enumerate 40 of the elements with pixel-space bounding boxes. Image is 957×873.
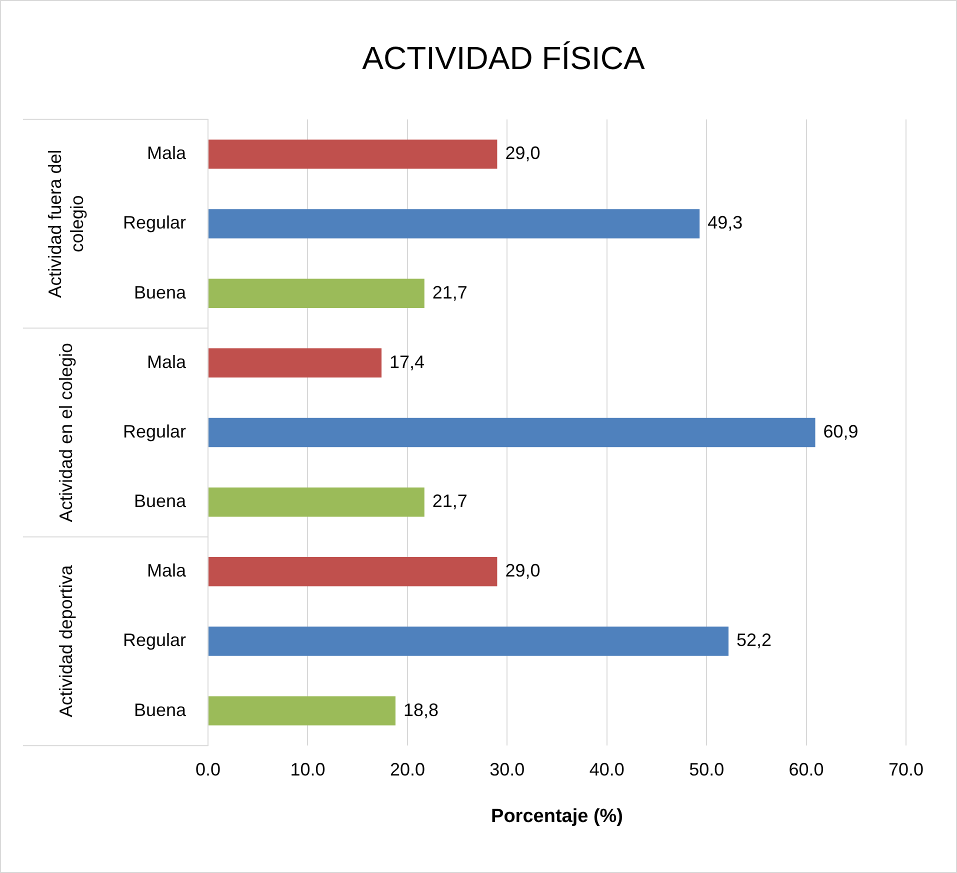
y-tick-label: Regular — [122, 630, 186, 650]
data-label: 29,0 — [505, 560, 540, 581]
text: Actividad fuera del colegio — [44, 150, 87, 298]
x-tick-label: 40.0 — [589, 759, 624, 780]
x-axis-title: Porcentaje (%) — [491, 806, 624, 827]
chart-title: ACTIVIDAD FÍSICA — [362, 40, 646, 76]
bar — [208, 696, 396, 726]
bar — [208, 626, 729, 656]
bar — [208, 209, 700, 238]
bar — [208, 487, 424, 517]
y-tick-label: Buena — [134, 491, 188, 512]
y-tick-label: Buena — [134, 700, 188, 720]
data-label: 21,7 — [432, 491, 468, 512]
y-tick-label: Regular — [122, 212, 186, 233]
data-label: 60,9 — [823, 421, 858, 442]
x-tick-label: 60.0 — [788, 759, 824, 780]
x-tick-label: 70.0 — [888, 759, 924, 780]
data-label: 49,3 — [708, 212, 743, 233]
x-tick-label: 10.0 — [290, 759, 326, 780]
data-label: 21,7 — [432, 282, 468, 302]
y-tick-label: Buena — [134, 282, 188, 302]
data-label: 29,0 — [505, 143, 540, 164]
bar — [208, 557, 498, 586]
x-tick-label: 0.0 — [196, 759, 221, 780]
bar — [208, 418, 816, 448]
y-tick-label: Mala — [147, 143, 188, 164]
data-label: 52,2 — [736, 630, 772, 650]
data-label: 17,4 — [390, 352, 425, 372]
y-tick-label: Mala — [147, 560, 188, 581]
x-tick-label: 50.0 — [689, 759, 724, 780]
text: Actividad en el colegio — [56, 342, 76, 522]
bar — [208, 140, 498, 169]
data-label: 18,8 — [403, 700, 439, 720]
x-tick-label: 20.0 — [390, 759, 425, 780]
text: Actividad deportiva — [56, 564, 76, 718]
bar — [208, 348, 382, 378]
bar — [208, 278, 424, 308]
y-tick-label: Mala — [147, 352, 188, 372]
y-tick-label: Regular — [122, 421, 186, 442]
x-tick-label: 30.0 — [490, 759, 525, 780]
